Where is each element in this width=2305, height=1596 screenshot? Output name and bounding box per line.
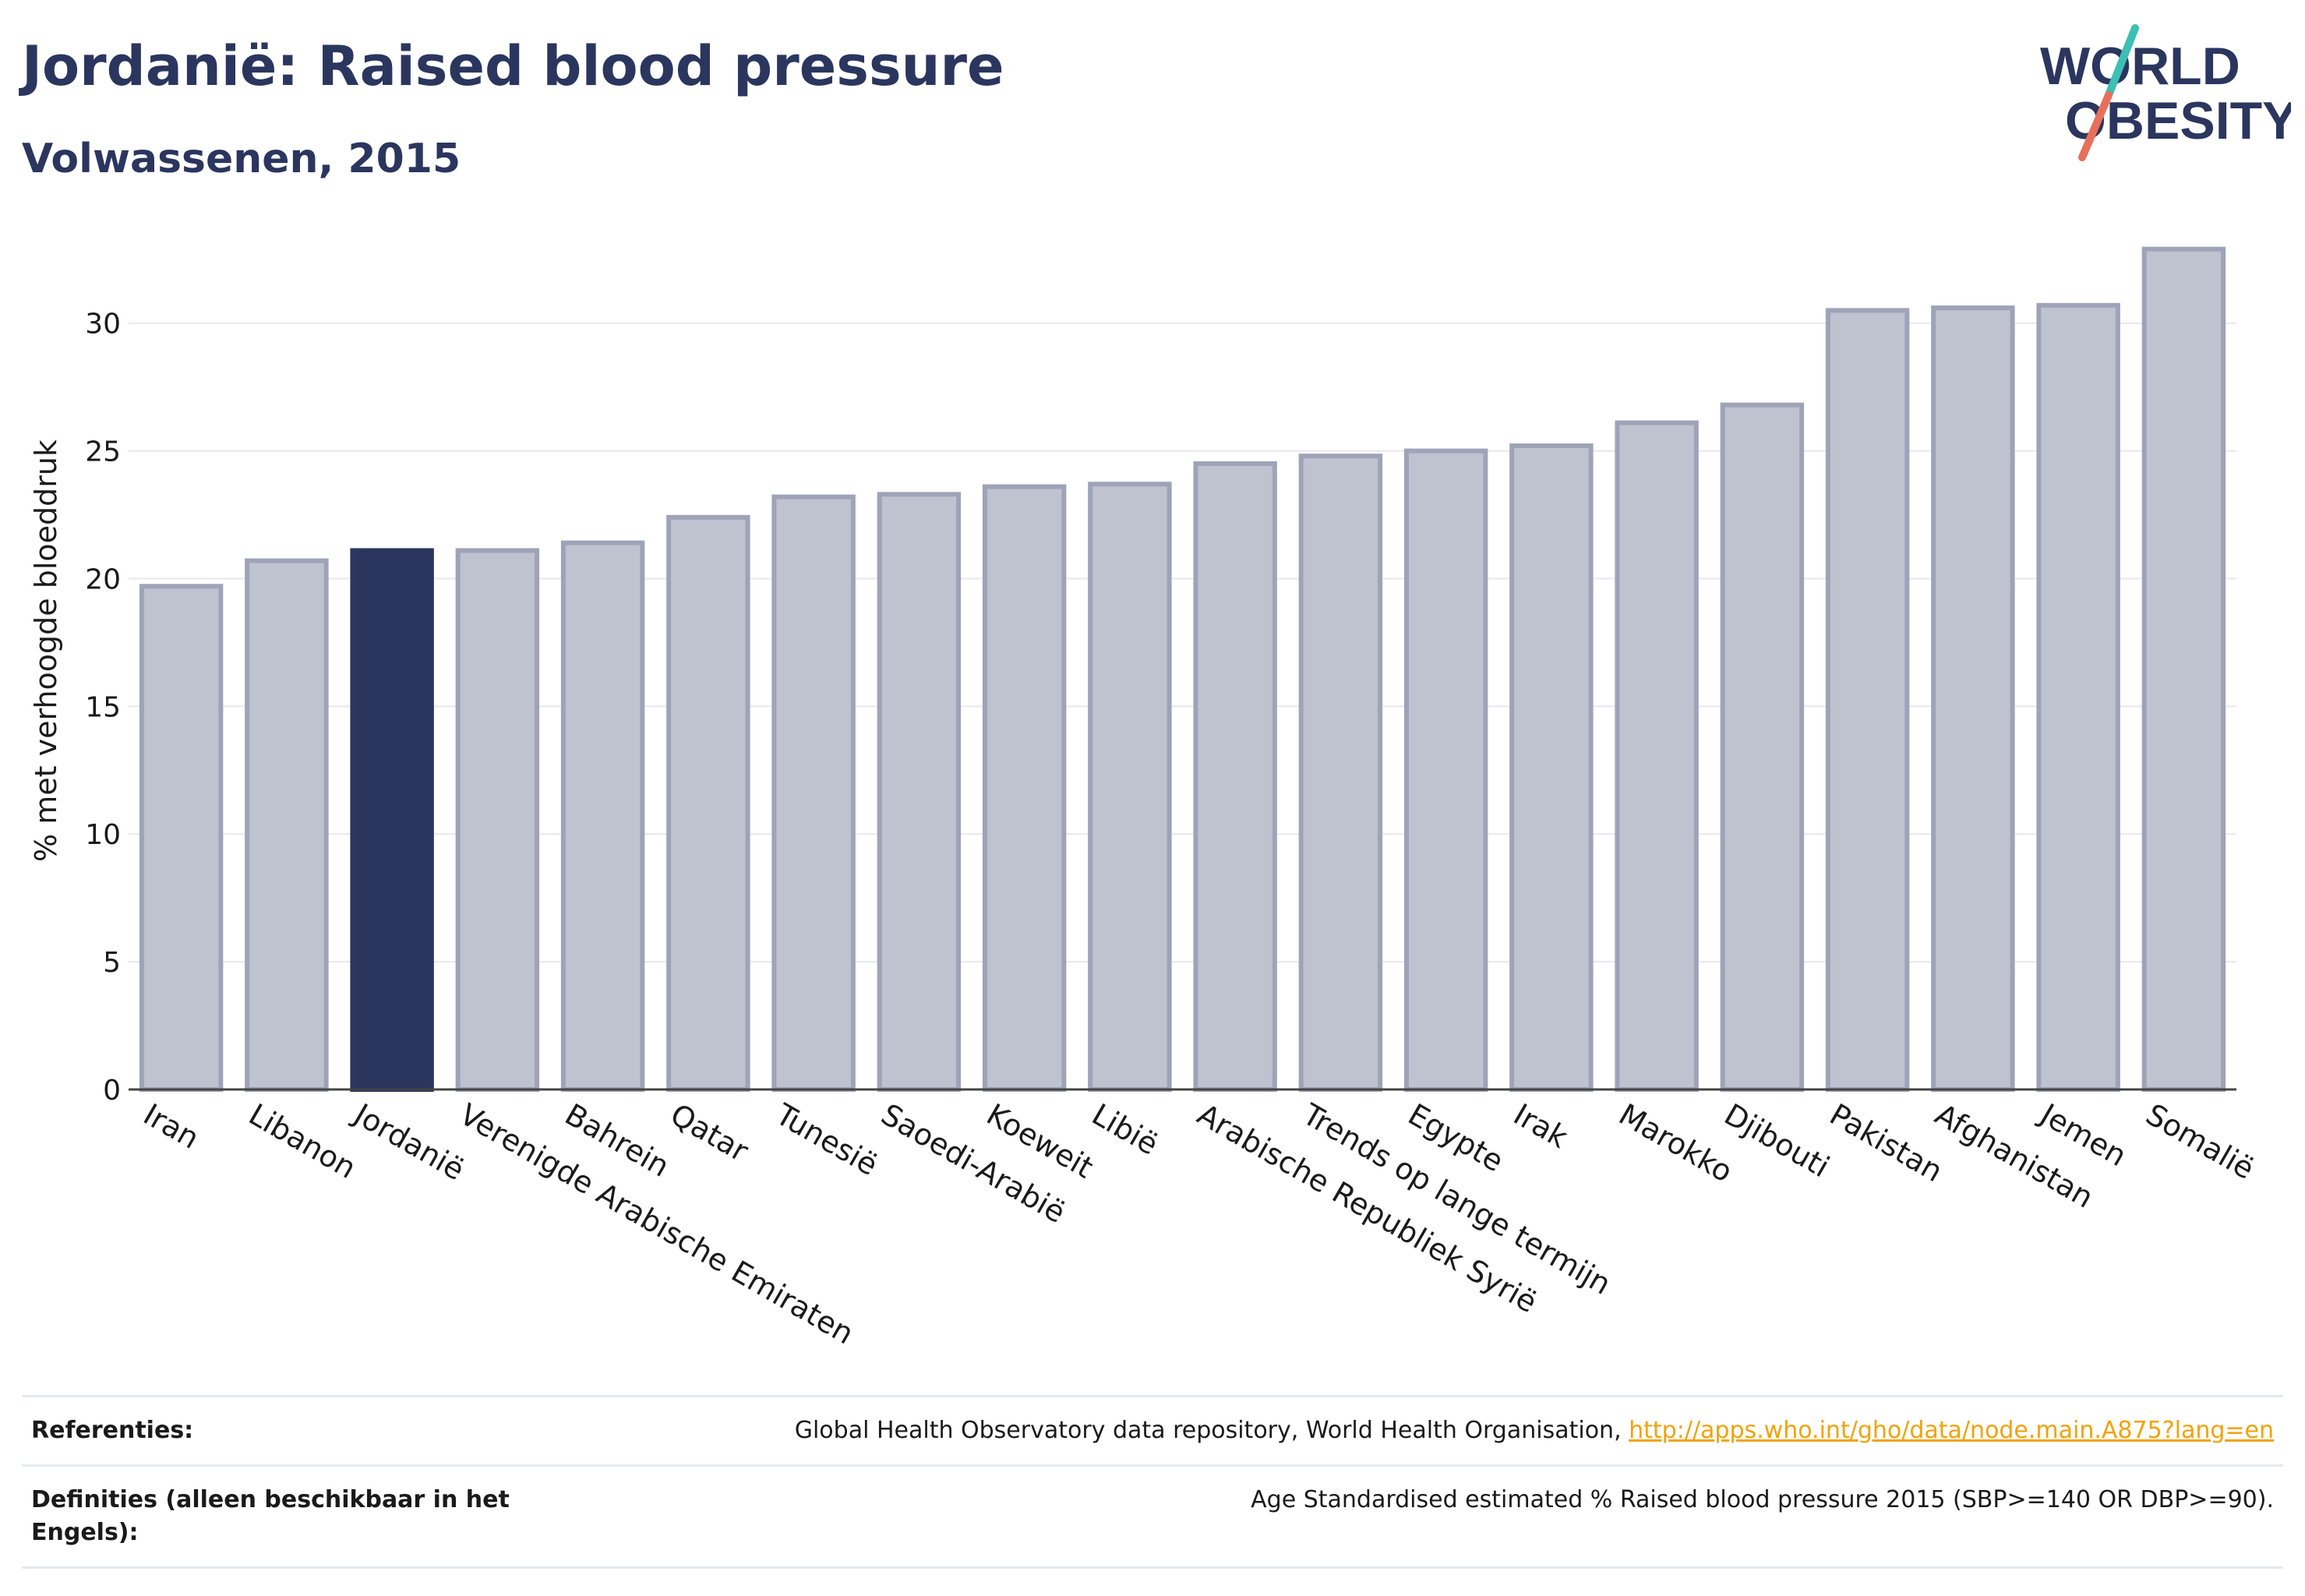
y-axis-label: % met verhoogde bloeddruk <box>29 440 63 862</box>
bar-10 <box>1193 461 1277 1092</box>
x-tick-label: Iran <box>138 1097 205 1156</box>
bar-5 <box>666 514 750 1092</box>
bar-1 <box>245 558 329 1092</box>
x-tick-label: Djibouti <box>1718 1097 1835 1185</box>
bar-14 <box>1615 420 1699 1092</box>
bar-11 <box>1298 454 1383 1092</box>
reference-label: Referenties: <box>31 1417 194 1444</box>
x-tick-label: Tunesië <box>769 1096 883 1182</box>
logo-slash-top <box>2105 24 2139 99</box>
y-tick-label: 20 <box>85 563 121 595</box>
bars <box>139 246 2226 1093</box>
bar-15 <box>1720 402 1805 1092</box>
chart-subtitle: Volwassenen, 2015 <box>22 136 461 182</box>
x-tick-label: Jordanië <box>347 1096 470 1188</box>
bar-0 <box>139 584 224 1092</box>
x-tick-label: Marokko <box>1613 1097 1738 1189</box>
y-tick-label: 0 <box>103 1075 121 1107</box>
bar-2 <box>350 548 434 1092</box>
gridlines <box>129 322 2236 963</box>
world-obesity-logo: WORLD OBESITY <box>2040 24 2291 161</box>
bar-13 <box>1509 443 1594 1092</box>
x-tick-label: Libië <box>1086 1097 1164 1162</box>
reference-link[interactable]: http://apps.who.int/gho/data/node.main.A… <box>1629 1417 2274 1444</box>
y-tick-label: 5 <box>103 947 121 979</box>
bar-4 <box>560 540 645 1092</box>
bar-16 <box>1825 308 1910 1092</box>
bar-18 <box>2036 302 2120 1092</box>
y-tick-label: 10 <box>85 819 121 851</box>
bar-19 <box>2141 246 2226 1093</box>
definition-label: Definities (alleen beschikbaar in het En… <box>31 1486 510 1546</box>
bar-7 <box>877 492 962 1092</box>
reference-row: Referenties: Global Health Observatory d… <box>22 1395 2283 1464</box>
definition-row: Definities (alleen beschikbaar in het En… <box>22 1464 2283 1569</box>
x-tick-label: Pakistan <box>1824 1097 1949 1189</box>
y-tick-label: 15 <box>85 691 121 723</box>
definition-text: Age Standardised estimated % Raised bloo… <box>1251 1486 2274 1513</box>
x-tick-label: Libanon <box>243 1097 362 1185</box>
logo-slash-bottom <box>2078 91 2113 161</box>
y-tick-labels: 0 5 10 15 20 25 30 <box>85 309 121 1107</box>
chart-title: Jordanië: Raised blood pressure <box>22 34 1004 98</box>
bar-12 <box>1403 448 1488 1092</box>
y-tick-label: 25 <box>85 436 121 468</box>
bar-3 <box>455 548 540 1092</box>
x-tick-label: Irak <box>1508 1097 1573 1155</box>
reference-value: Global Health Observatory data repositor… <box>795 1414 2274 1447</box>
y-tick-label: 30 <box>85 309 121 341</box>
logo-line-1: WORLD <box>2040 37 2240 96</box>
reference-text: Global Health Observatory data repositor… <box>794 1417 1629 1444</box>
bar-17 <box>1931 305 2015 1093</box>
bar-8 <box>982 484 1067 1092</box>
x-tick-label: Qatar <box>665 1097 754 1169</box>
x-tick-label: Somalië <box>2140 1097 2260 1186</box>
bar-6 <box>771 494 856 1092</box>
x-tick-label: Saoedi-Arabië <box>875 1097 1071 1230</box>
bar-9 <box>1088 482 1172 1092</box>
references-table: Referenties: Global Health Observatory d… <box>22 1395 2283 1569</box>
